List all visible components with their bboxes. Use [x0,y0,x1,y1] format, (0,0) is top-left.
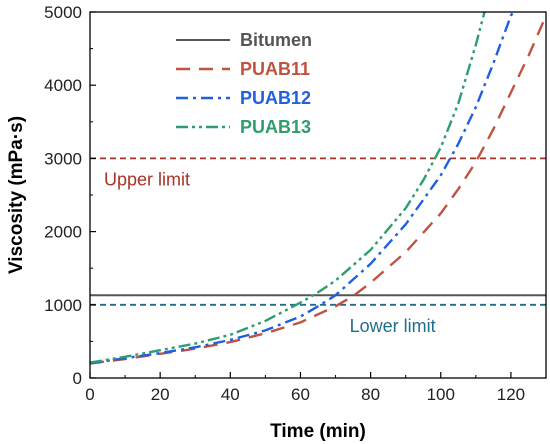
y-axis-ticks: 0 1000 2000 3000 4000 5000 [44,3,96,388]
y-tick-label: 0 [73,369,82,388]
x-tick-label: 60 [291,385,310,404]
x-axis-title: Time (min) [270,421,366,442]
x-tick-label: 100 [427,385,455,404]
plot-frame [89,11,547,379]
legend-label-puab11: PUAB11 [240,59,310,79]
y-tick-label: 4000 [44,76,82,95]
legend-label-puab13: PUAB13 [240,117,311,137]
y-tick-label: 2000 [44,223,82,242]
x-tick-label: 40 [221,385,240,404]
x-axis-ticks: 0 20 40 60 80 100 120 [85,372,525,404]
y-tick-label: 1000 [44,296,82,315]
series-line-puab13 [90,12,486,364]
reference-labels: Upper limit Lower limit [104,169,436,335]
series-line-puab11 [90,15,546,365]
y-tick-label: 5000 [44,3,82,22]
y-tick-label: 3000 [44,149,82,168]
lower-limit-label: Lower limit [350,316,436,336]
legend: Bitumen PUAB11 PUAB12 PUAB13 [176,30,312,137]
x-tick-label: 80 [361,385,380,404]
upper-limit-label: Upper limit [104,169,190,189]
legend-label-bitumen: Bitumen [240,30,312,50]
series-line-puab12 [90,12,515,365]
x-tick-label: 120 [497,385,525,404]
x-tick-label: 20 [151,385,170,404]
legend-label-puab12: PUAB12 [240,88,311,108]
x-tick-label: 0 [85,385,94,404]
reference-lines [90,157,546,306]
series-lines [90,12,546,365]
y-axis-title: Viscosity (mPa·s) [6,116,27,274]
